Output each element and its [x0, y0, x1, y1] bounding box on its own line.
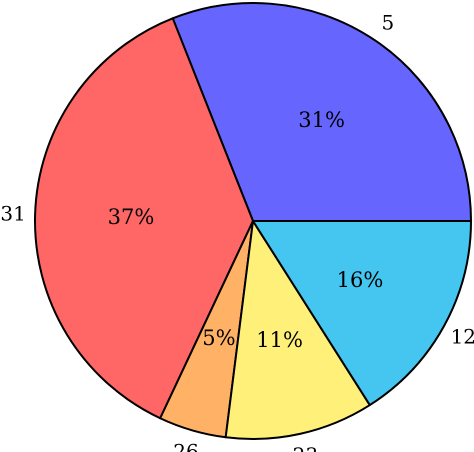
percent-label-26: 5% [202, 326, 235, 350]
category-label-31: 31 [0, 202, 25, 226]
percent-label-5: 31% [298, 108, 345, 132]
percent-label-23: 11% [256, 328, 303, 352]
pie-slice-31 [34, 17, 254, 420]
category-label-12: 12 [451, 325, 474, 349]
percent-labels: 31% 37% 5% 11% 16% [108, 108, 384, 352]
percent-label-31: 37% [108, 205, 155, 229]
category-label-26: 26 [173, 440, 198, 452]
category-labels: 5 31 26 23 12 [0, 11, 474, 452]
pie-slice-5 [171, 2, 472, 222]
category-label-23: 23 [293, 443, 318, 452]
pie-slice-23 [224, 220, 371, 440]
pie-slice-12 [252, 220, 472, 407]
category-label-5: 5 [382, 11, 395, 35]
percent-label-12: 16% [337, 268, 384, 292]
pie-slices [34, 2, 472, 440]
